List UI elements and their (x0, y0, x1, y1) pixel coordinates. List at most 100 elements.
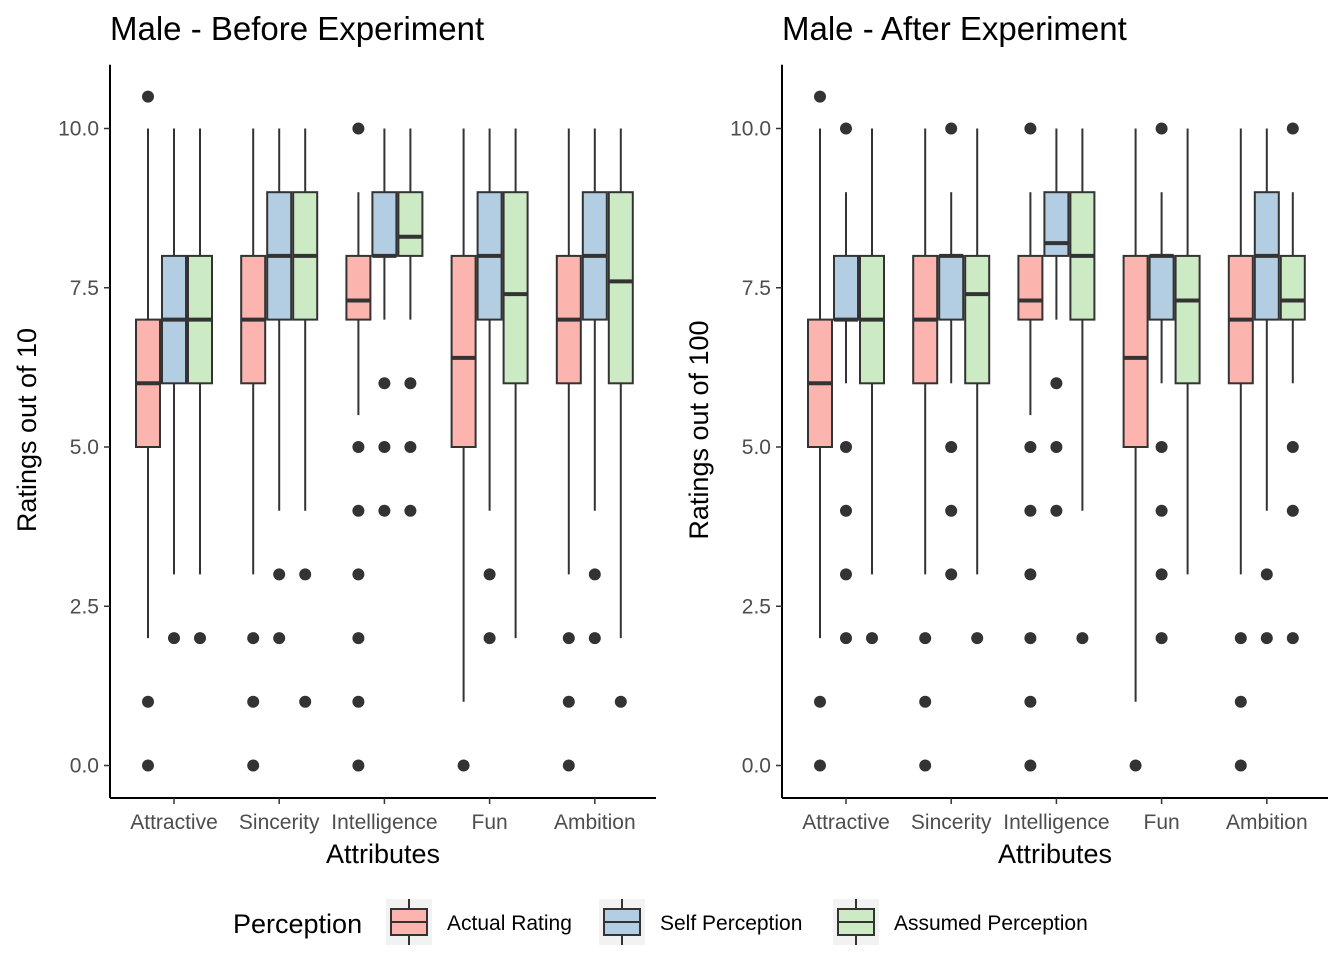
outlier-point (1234, 632, 1247, 645)
outlier-point (840, 632, 852, 645)
outlier-point (1155, 632, 1168, 645)
x-tick-label: Fun (472, 811, 508, 834)
y-axis-title-after: Ratings out of 100 (684, 320, 714, 539)
outlier-point (352, 759, 365, 772)
outlier-point (404, 441, 417, 453)
outlier-point (404, 377, 417, 390)
outlier-point (1155, 504, 1168, 517)
legend-title: Perception (233, 909, 362, 939)
outlier-point (1260, 632, 1273, 645)
box-assumed-perception (502, 128, 529, 639)
outlier-point (1050, 377, 1063, 390)
outlier-point (1155, 441, 1168, 453)
box-iqr (607, 191, 634, 385)
outlier-point (247, 632, 260, 645)
y-tick-label: 5.0 (742, 436, 771, 459)
x-tick-label: Attractive (130, 811, 218, 834)
x-tick-label: Intelligence (1003, 811, 1109, 834)
outlier-point (142, 695, 154, 708)
outlier-point (1024, 504, 1037, 517)
y-tick-label: 0.0 (742, 755, 771, 778)
outlier-point (1155, 568, 1168, 581)
outlier-point (1260, 568, 1273, 581)
outlier-point (142, 90, 154, 103)
y-tick-label: 5.0 (70, 436, 99, 459)
x-tick-label: Ambition (1226, 811, 1308, 834)
outlier-point (352, 632, 365, 645)
outlier-point (457, 759, 470, 772)
outlier-point (840, 504, 852, 517)
outlier-point (378, 441, 391, 453)
outlier-point (814, 695, 826, 708)
outlier-point (1050, 441, 1063, 453)
outlier-point (1024, 441, 1037, 453)
x-tick-label: Sincerity (911, 811, 992, 834)
box-iqr (833, 254, 859, 321)
box-self-perception (476, 128, 503, 645)
outlier-point (1024, 122, 1037, 135)
box-actual-rating (345, 122, 372, 772)
outlier-point (273, 568, 286, 581)
y-tick-label: 0.0 (70, 755, 99, 778)
outlier-point (352, 568, 365, 581)
box-iqr (938, 254, 965, 321)
box-assumed-perception (1279, 122, 1306, 645)
box-actual-rating (912, 128, 939, 772)
outlier-point (1286, 441, 1299, 453)
box-actual-rating (450, 128, 477, 772)
outlier-point (247, 759, 260, 772)
box-self-perception (938, 122, 965, 581)
outlier-point (945, 568, 958, 581)
outlier-point (588, 632, 601, 645)
box-self-perception (266, 128, 293, 645)
box-assumed-perception (187, 128, 213, 645)
box-iqr (502, 191, 529, 385)
panel-title-before: Male - Before Experiment (110, 10, 484, 47)
x-tick-label: Sincerity (239, 811, 320, 834)
plot-area-before: 0.0 2.5 5.0 7.5 10.0 Attractive Sincerity Intel… (58, 64, 656, 834)
y-tick-label: 7.5 (70, 277, 99, 300)
panel-before: Male - Before Experiment Attributes Rati… (12, 10, 656, 869)
outlier-point (378, 377, 391, 390)
outlier-point (352, 441, 365, 453)
box-iqr (1122, 254, 1149, 448)
outlier-point (1234, 695, 1247, 708)
outlier-point (352, 695, 365, 708)
outlier-point (404, 504, 417, 517)
box-iqr (1148, 254, 1175, 321)
box-actual-rating (135, 90, 161, 772)
plot-area-after: 0.0 2.5 5.0 7.5 10.0 Attractive Sincerity Intel… (730, 64, 1328, 834)
outlier-point (142, 759, 154, 772)
box-iqr (964, 254, 991, 385)
legend-key-self-perception (599, 899, 645, 945)
y-tick-label: 7.5 (742, 277, 771, 300)
outlier-point (919, 695, 932, 708)
outlier-point (1024, 759, 1037, 772)
outlier-point (814, 90, 826, 103)
y-tick-label: 10.0 (730, 118, 771, 141)
box-self-perception (161, 128, 187, 645)
box-assumed-perception (964, 128, 991, 645)
outlier-point (1076, 632, 1089, 645)
box-self-perception (1148, 122, 1175, 645)
box-assumed-perception (607, 128, 634, 708)
outlier-point (1024, 568, 1037, 581)
outlier-point (378, 504, 391, 517)
box-actual-rating (240, 128, 267, 772)
legend-label: Actual Rating (447, 912, 572, 935)
outlier-point (840, 441, 852, 453)
box-actual-rating (1227, 128, 1254, 772)
outlier-point (247, 695, 260, 708)
box-iqr (1174, 254, 1201, 385)
box-self-perception (833, 122, 859, 645)
box-self-perception (371, 128, 398, 517)
legend-key-actual-rating (386, 899, 432, 945)
box-actual-rating (1122, 128, 1149, 772)
outlier-point (1129, 759, 1142, 772)
x-tick-label: Attractive (802, 811, 890, 834)
box-self-perception (1043, 128, 1070, 517)
outlier-point (588, 568, 601, 581)
box-iqr (371, 191, 398, 257)
x-tick-label: Ambition (554, 811, 636, 834)
